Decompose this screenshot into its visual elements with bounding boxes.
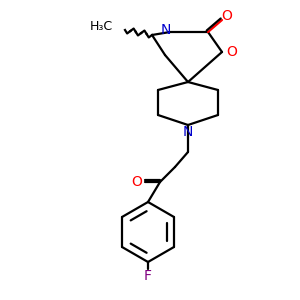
Text: N: N xyxy=(161,23,171,37)
Text: O: O xyxy=(226,45,237,59)
Text: O: O xyxy=(132,175,142,189)
Text: N: N xyxy=(183,125,193,139)
Text: H₃C: H₃C xyxy=(90,20,113,34)
Text: O: O xyxy=(222,9,232,23)
Text: F: F xyxy=(144,269,152,283)
